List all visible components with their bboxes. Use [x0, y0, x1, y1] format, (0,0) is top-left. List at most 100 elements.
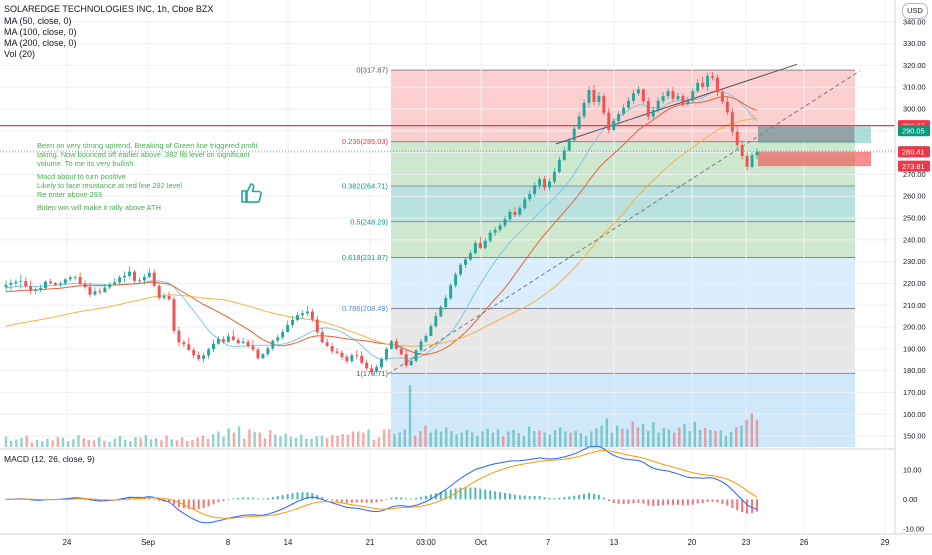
candle-body [310, 311, 314, 320]
candle [454, 272, 458, 288]
volume-bar [688, 431, 691, 447]
macd-histogram-bar [424, 495, 427, 500]
candle-body [636, 89, 640, 94]
volume-bar [263, 438, 267, 447]
candle-body [202, 355, 206, 359]
macd-histogram-bar [681, 499, 684, 506]
candle [641, 88, 645, 104]
volume-bar [434, 429, 438, 447]
volume-bar [491, 432, 495, 447]
candle-body [404, 354, 408, 366]
price-tick-label: 320.00 [903, 61, 926, 70]
volume-bar [222, 436, 225, 447]
volume-bar [108, 441, 111, 447]
candle [58, 281, 62, 288]
currency-button[interactable]: USD [902, 3, 928, 19]
volume-bar [15, 439, 18, 447]
candle-body [468, 253, 472, 260]
macd-histogram-bar [345, 499, 348, 503]
volume-bar [382, 429, 386, 447]
candle-body [439, 307, 443, 317]
macd-histogram-bar [751, 499, 754, 513]
candle [360, 351, 364, 365]
macd-histogram-bar [247, 497, 250, 500]
candle-body [63, 279, 67, 284]
candle [14, 279, 18, 288]
volume-bar [155, 438, 158, 447]
candle-body [108, 284, 112, 288]
candle [9, 279, 13, 291]
volume-bar [289, 436, 293, 447]
volume-bar [294, 437, 298, 447]
fib-level-label: 1(178.71) [356, 369, 388, 378]
time-tick-label: 21 [366, 538, 375, 547]
price-tick-label: 200.00 [903, 323, 926, 332]
macd-histogram-bar [153, 499, 156, 500]
candle-body [48, 281, 52, 284]
macd-histogram-bar [296, 492, 299, 500]
candle-body [691, 91, 695, 101]
candle [98, 288, 102, 295]
macd-histogram-bar [429, 494, 432, 500]
candle [335, 348, 339, 355]
candle-body [602, 95, 606, 113]
macd-histogram-bar [513, 494, 516, 500]
candle [720, 88, 724, 105]
macd-histogram-bar [676, 499, 679, 505]
candle [128, 266, 131, 279]
annotation-line: Been on very strong uptrend. Breaking of… [37, 141, 258, 150]
candle [513, 207, 517, 217]
candle [409, 358, 413, 366]
candle [123, 271, 127, 283]
time-tick-label: 03:00 [416, 538, 436, 547]
price-tick-label: 220.00 [903, 279, 926, 288]
volume-bar [553, 429, 557, 447]
candle [478, 236, 482, 250]
candle-body [612, 121, 616, 130]
candle-body [676, 96, 680, 99]
candle-body [730, 112, 734, 132]
volume-bar [662, 427, 665, 447]
volume-bar [595, 428, 598, 447]
candle-body [216, 339, 220, 344]
volume-group [4, 385, 759, 447]
macd-histogram-bar [602, 497, 605, 500]
volume-bar [755, 420, 759, 447]
volume-bar [502, 436, 505, 447]
macd-histogram-bar [494, 491, 497, 500]
volume-bar [481, 431, 484, 447]
candle [706, 72, 710, 91]
volume-bar [476, 435, 479, 447]
candle [449, 283, 453, 301]
price-axis-group: 150.00 160.00 170.00 180.00 190.00 200.00 210.… [894, 0, 932, 550]
fib-level-label: 0.382(264.71) [342, 181, 388, 190]
price-label-bg [898, 160, 930, 172]
macd-histogram-bar [410, 498, 413, 500]
candle-body [607, 112, 611, 130]
volume-bar [709, 429, 712, 447]
candle [365, 359, 369, 371]
candle-body [162, 296, 166, 298]
volume-bar [641, 423, 645, 447]
macd-line [5, 445, 758, 524]
volume-bar [564, 431, 567, 447]
macd-histogram-bar [331, 499, 334, 501]
time-tick-label: 7 [546, 538, 550, 547]
macd-histogram-bar [326, 498, 329, 500]
macd-histogram-bar [647, 499, 650, 506]
candle-body [286, 324, 290, 333]
candle [523, 196, 527, 210]
volume-bar [134, 437, 137, 447]
candle-body [325, 342, 329, 347]
indicator-ma100: MA (100, close, 0) [4, 27, 77, 37]
candle [53, 282, 57, 287]
volume-bar [729, 432, 733, 447]
volume-bar [139, 437, 142, 447]
candle-body [464, 259, 467, 265]
macd-histogram-bar [548, 498, 551, 500]
volume-bar [740, 425, 743, 447]
candle-body [4, 284, 8, 288]
candle [498, 222, 502, 233]
signal-line [6, 449, 758, 519]
